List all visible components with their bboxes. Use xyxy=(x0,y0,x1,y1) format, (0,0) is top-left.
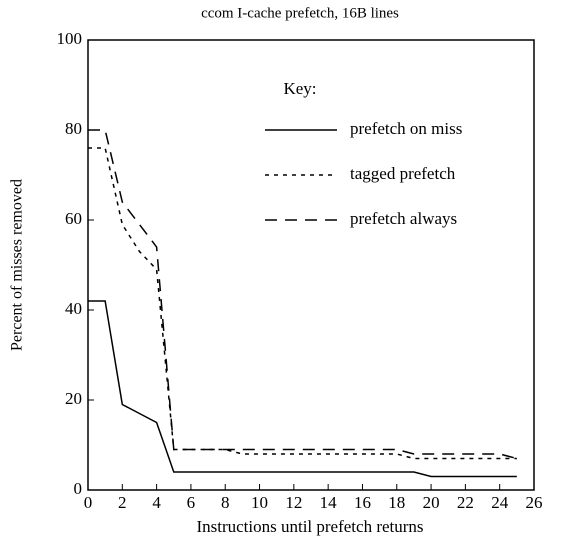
series-line xyxy=(88,129,518,460)
x-tick-label: 2 xyxy=(118,493,127,512)
x-tick-label: 24 xyxy=(491,493,509,512)
y-tick-label: 20 xyxy=(65,389,82,408)
y-tick-label: 0 xyxy=(74,479,83,498)
x-tick-label: 18 xyxy=(388,493,405,512)
y-tick-label: 80 xyxy=(65,119,82,138)
x-tick-label: 16 xyxy=(354,493,371,512)
x-tick-label: 8 xyxy=(221,493,230,512)
x-tick-label: 0 xyxy=(84,493,93,512)
x-tick-label: 22 xyxy=(457,493,474,512)
y-axis-label: Percent of misses removed xyxy=(9,179,26,351)
x-tick-label: 4 xyxy=(152,493,161,512)
series-line xyxy=(88,147,517,460)
y-tick-label: 60 xyxy=(65,209,82,228)
x-tick-label: 14 xyxy=(320,493,338,512)
x-tick-label: 20 xyxy=(423,493,440,512)
legend-label: prefetch on miss xyxy=(350,119,462,138)
y-tick-label: 100 xyxy=(57,29,83,48)
chart-title: ccom I-cache prefetch, 16B lines xyxy=(201,5,399,21)
x-tick-label: 26 xyxy=(526,493,543,512)
x-tick-label: 10 xyxy=(251,493,268,512)
series-line xyxy=(88,300,517,478)
legend-label: tagged prefetch xyxy=(350,164,456,183)
y-tick-label: 40 xyxy=(65,299,82,318)
x-axis-label: Instructions until prefetch returns xyxy=(196,517,423,536)
x-tick-label: 6 xyxy=(187,493,196,512)
legend-title: Key: xyxy=(283,79,316,98)
legend-label: prefetch always xyxy=(350,209,457,228)
plot-frame xyxy=(87,39,535,491)
x-tick-label: 12 xyxy=(285,493,302,512)
